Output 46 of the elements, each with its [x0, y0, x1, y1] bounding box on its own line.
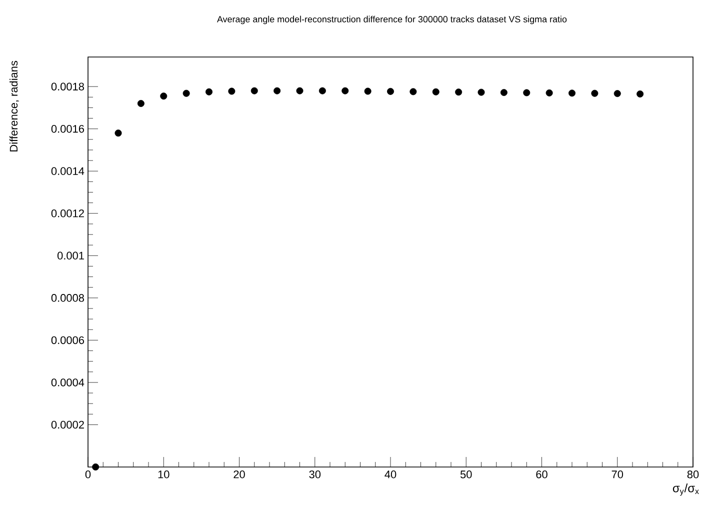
x-tick-label: 40: [384, 470, 396, 478]
point: [614, 90, 621, 98]
x-tick-label: 50: [460, 470, 472, 478]
point: [137, 100, 144, 107]
point: [523, 89, 530, 96]
point: [228, 88, 236, 95]
point: [478, 88, 485, 96]
point: [160, 92, 168, 100]
x-tick-label: 70: [612, 470, 624, 478]
x-tick-label: 30: [309, 470, 321, 478]
y-tick-label: 0.0004: [51, 378, 84, 386]
x-tick-label: 60: [536, 470, 548, 478]
x-tick-label: 10: [158, 470, 170, 478]
y-tick-label: 0.0016: [51, 124, 84, 133]
x-tick-label: 20: [234, 470, 245, 478]
x-tick-label: 80: [687, 470, 699, 478]
point: [387, 88, 394, 95]
point: [92, 463, 100, 470]
point: [342, 87, 349, 94]
point: [455, 88, 462, 96]
point: [250, 87, 258, 94]
x-axis-title: σ$_{y}$/σ$_{x}$: [672, 484, 699, 496]
y-tick-label: 0.0012: [51, 210, 84, 218]
y-tick-label: 0.001: [57, 252, 84, 260]
y-tick-label: 0.0014: [51, 167, 84, 175]
x-tick-label: 0: [85, 470, 91, 478]
chart-title: Average angle model-reconstruction difference for 300000 tracks dataset VS sigma ratio: [216, 16, 567, 24]
point: [274, 87, 281, 94]
point: [114, 130, 122, 137]
y-tick-label: 0.0018: [51, 82, 84, 90]
point: [591, 90, 598, 97]
point: [568, 90, 576, 97]
point: [546, 89, 553, 96]
point: [636, 90, 644, 98]
y-tick-label: 0.0006: [51, 336, 84, 344]
point: [500, 88, 508, 96]
point: [410, 88, 417, 96]
y-tick-label: 0.0002: [51, 420, 84, 429]
point: [296, 87, 304, 94]
point: [206, 88, 213, 96]
y-tick-label: 0.0008: [51, 294, 84, 302]
point: [432, 88, 440, 96]
point: [364, 88, 372, 95]
y-axis-title: Difference, radians: [10, 60, 19, 152]
point: [318, 87, 326, 94]
point: [182, 90, 190, 97]
